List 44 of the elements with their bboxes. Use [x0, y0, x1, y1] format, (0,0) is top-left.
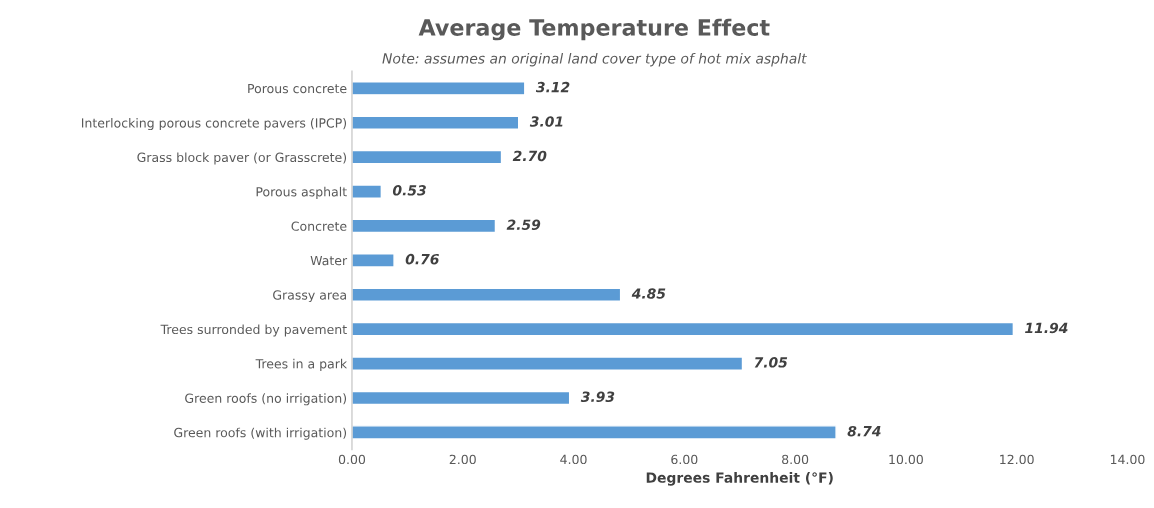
data-label: 2.59: [506, 219, 541, 230]
bar: [351, 390, 571, 406]
data-label: 4.85: [631, 288, 666, 299]
bar: [351, 287, 622, 302]
y-tick-label: Grassy area: [273, 290, 346, 303]
data-label: 8.74: [847, 425, 881, 437]
y-tick-label: Water: [310, 255, 348, 266]
y-tick-label: Porous concrete: [248, 83, 347, 94]
bar: [351, 356, 744, 371]
x-tick-label: 10.00: [889, 454, 923, 465]
x-tick-label: 6.00: [671, 454, 698, 465]
data-label: 11.94: [1025, 322, 1068, 334]
chart-subtitle: Note: assumes an original land cover type of hot mix asphalt: [382, 52, 808, 67]
x-tick-label: 8.00: [782, 454, 809, 465]
y-tick-label: Green roofs (no irrigation): [185, 393, 347, 406]
data-label: 0.76: [405, 253, 439, 265]
bar: [351, 149, 503, 165]
y-tick-label: Porous asphalt: [256, 186, 347, 199]
bar: [351, 115, 520, 130]
y-tick-label: Trees in a park: [255, 358, 348, 371]
data-label: 3.12: [535, 81, 570, 93]
data-label: 3.01: [529, 116, 563, 127]
x-axis-title: Degrees Fahrenheit (°F): [646, 472, 833, 486]
data-label: 0.53: [392, 185, 426, 196]
bar: [351, 321, 1015, 337]
bar: [351, 253, 395, 268]
data-label: 7.05: [754, 357, 788, 368]
data-label: 3.93: [580, 391, 615, 403]
bar: [351, 425, 837, 440]
x-tick-label: 0.00: [338, 454, 366, 465]
chart-title: Average Temperature Effect: [418, 18, 770, 41]
x-tick-label: 4.00: [560, 454, 587, 465]
data-label: 2.70: [512, 150, 547, 162]
x-tick-label: 2.00: [449, 454, 476, 465]
y-tick-label: Interlocking porous concrete pavers (IPCP): [81, 117, 347, 131]
bar: [351, 218, 497, 234]
y-tick-label: Grass block paver (or Grasscrete): [137, 152, 347, 165]
y-tick-label: Concrete: [291, 221, 347, 231]
y-tick-label: Green roofs (with irrigation): [174, 427, 347, 440]
bar: [351, 184, 383, 199]
x-tick-label: 12.00: [1000, 454, 1034, 465]
x-tick-label: 14.00: [1110, 454, 1145, 465]
y-tick-label: Trees surronded by pavement: [160, 324, 347, 337]
bar: [351, 81, 526, 96]
